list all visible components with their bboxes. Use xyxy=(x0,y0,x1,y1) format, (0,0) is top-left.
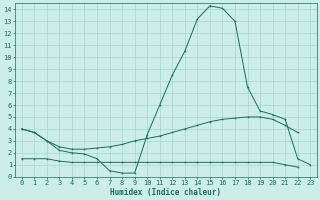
X-axis label: Humidex (Indice chaleur): Humidex (Indice chaleur) xyxy=(110,188,221,197)
